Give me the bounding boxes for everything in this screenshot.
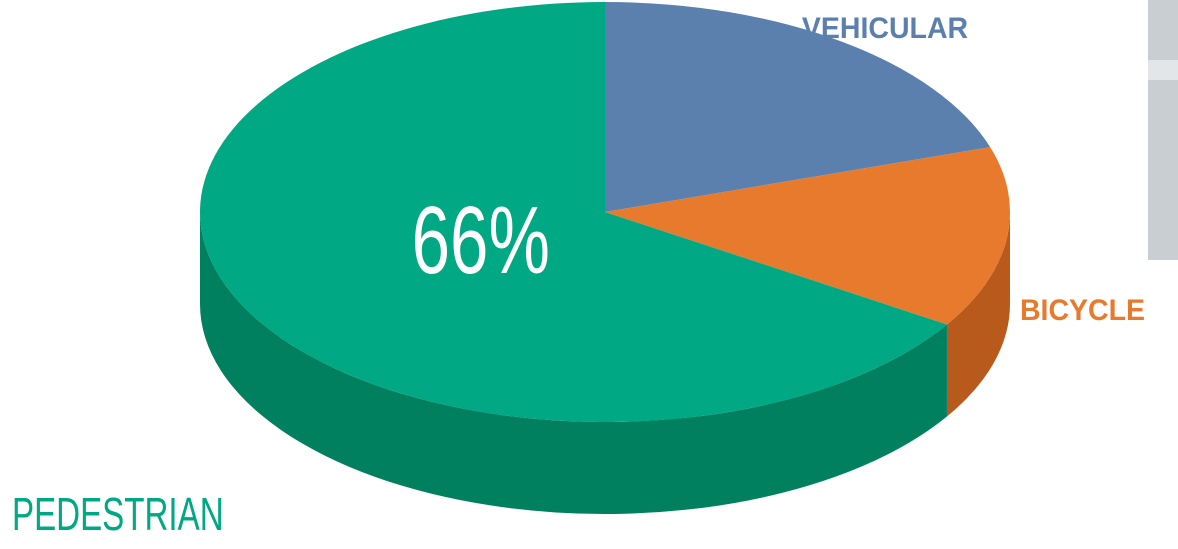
value-label: 66% [412, 186, 550, 294]
slice-side [200, 212, 947, 514]
slice [199, 1, 947, 422]
category-label: BICYCLE [1020, 294, 1145, 327]
category-label: VEHICULAR [802, 12, 968, 45]
background-photo-highlight [1148, 60, 1178, 80]
background-photo [1148, 0, 1178, 260]
slice [605, 2, 991, 212]
category-label: PEDESTRIAN [12, 490, 224, 540]
slice-side [946, 212, 1010, 417]
slice [605, 147, 1010, 325]
